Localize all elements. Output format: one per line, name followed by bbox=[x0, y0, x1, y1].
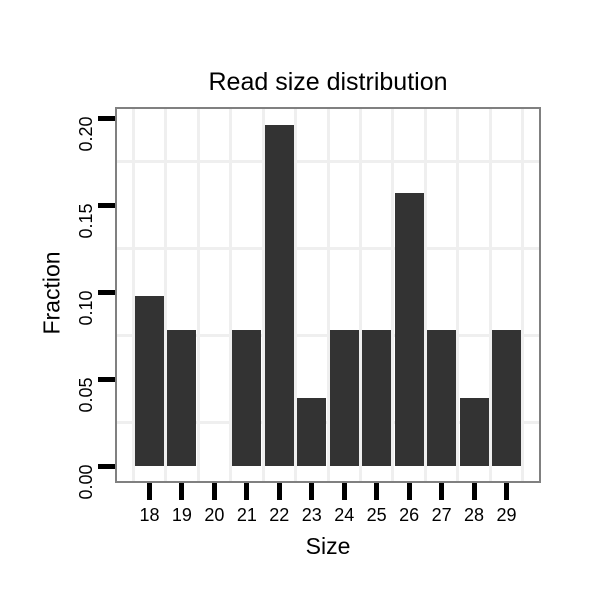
x-tick bbox=[374, 483, 380, 500]
x-tick bbox=[244, 483, 250, 500]
x-tick-label: 26 bbox=[399, 505, 420, 525]
y-tick-label: 0.05 bbox=[76, 377, 96, 413]
bar-26 bbox=[394, 193, 424, 466]
x-tick bbox=[439, 483, 445, 500]
x-tick bbox=[471, 483, 477, 500]
minor-gridline-vertical bbox=[391, 109, 395, 481]
x-tick bbox=[146, 483, 152, 500]
bar-18 bbox=[134, 295, 164, 466]
x-tick-label: 28 bbox=[464, 505, 485, 525]
x-axis-title: Size bbox=[305, 533, 351, 559]
y-tick bbox=[98, 289, 115, 295]
bar-29 bbox=[492, 330, 522, 466]
x-tick bbox=[309, 483, 315, 500]
plot-panel bbox=[115, 107, 541, 483]
x-tick bbox=[211, 483, 217, 500]
minor-gridline-vertical bbox=[164, 109, 168, 481]
x-tick-label: 24 bbox=[334, 505, 355, 525]
x-tick-label: 27 bbox=[431, 505, 452, 525]
x-tick-label: 19 bbox=[171, 505, 192, 525]
x-tick-label: 29 bbox=[496, 505, 517, 525]
y-tick-label: 0.20 bbox=[76, 116, 96, 152]
x-tick-label: 18 bbox=[139, 505, 160, 525]
minor-gridline-vertical bbox=[131, 109, 135, 481]
y-tick bbox=[98, 376, 115, 382]
y-tick bbox=[98, 202, 115, 208]
minor-gridline-vertical bbox=[326, 109, 330, 481]
bar-22 bbox=[264, 125, 294, 466]
x-tick-label: 25 bbox=[366, 505, 387, 525]
y-tick-label: 0.00 bbox=[76, 464, 96, 500]
minor-gridline-vertical bbox=[488, 109, 492, 481]
minor-gridline-vertical bbox=[358, 109, 362, 481]
minor-gridline-vertical bbox=[196, 109, 200, 481]
y-axis-title: Fraction bbox=[38, 251, 65, 335]
minor-gridline-vertical bbox=[261, 109, 265, 481]
bar-19 bbox=[167, 330, 197, 466]
minor-gridline-vertical bbox=[229, 109, 233, 481]
x-tick bbox=[504, 483, 510, 500]
x-tick bbox=[179, 483, 185, 500]
y-tick bbox=[98, 463, 115, 469]
bar-23 bbox=[297, 398, 327, 466]
x-tick bbox=[276, 483, 282, 500]
y-tick bbox=[98, 115, 115, 121]
bar-27 bbox=[427, 330, 457, 466]
minor-gridline-vertical bbox=[294, 109, 298, 481]
chart-title: Read size distribution bbox=[208, 68, 448, 96]
bar-24 bbox=[329, 330, 359, 466]
x-tick-label: 20 bbox=[204, 505, 225, 525]
x-tick-label: 23 bbox=[301, 505, 322, 525]
minor-gridline-vertical bbox=[423, 109, 427, 481]
bar-21 bbox=[232, 330, 262, 466]
bar-25 bbox=[362, 330, 392, 466]
x-tick bbox=[341, 483, 347, 500]
x-tick-label: 22 bbox=[269, 505, 290, 525]
bar-28 bbox=[459, 398, 489, 466]
y-tick-label: 0.10 bbox=[76, 290, 96, 326]
x-tick bbox=[406, 483, 412, 500]
minor-gridline-vertical bbox=[521, 109, 525, 481]
y-tick-label: 0.15 bbox=[76, 203, 96, 239]
x-tick-label: 21 bbox=[236, 505, 257, 525]
minor-gridline-vertical bbox=[456, 109, 460, 481]
